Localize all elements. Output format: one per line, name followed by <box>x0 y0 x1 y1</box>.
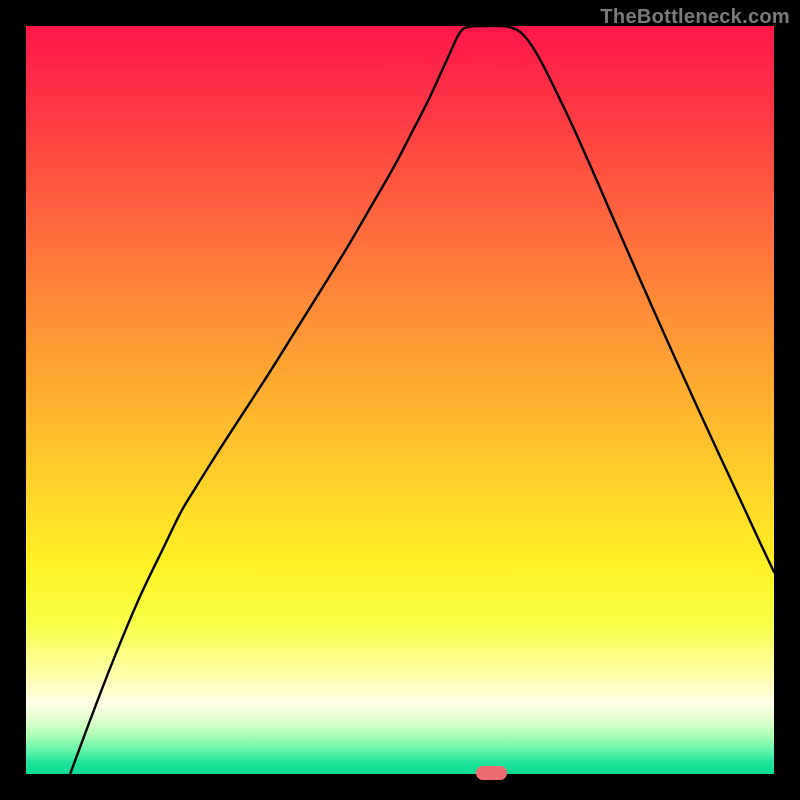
optimum-marker <box>476 766 507 780</box>
plot-area <box>26 26 774 774</box>
watermark-text: TheBottleneck.com <box>600 6 790 29</box>
bottleneck-curve <box>26 26 774 774</box>
chart-frame: TheBottleneck.com <box>0 0 800 800</box>
